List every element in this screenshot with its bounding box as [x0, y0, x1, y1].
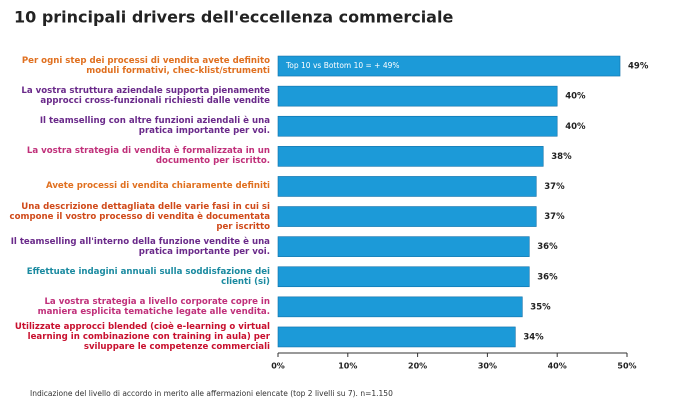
annotation: Top 10 vs Bottom 10 = + 49% — [285, 61, 400, 70]
value-label: 36% — [537, 242, 558, 252]
footnote: Indicazione del livello di accordo in me… — [30, 389, 393, 398]
category-label: Avete processi di vendita chiaramente de… — [45, 181, 270, 192]
x-tick-label: 10% — [338, 362, 357, 371]
value-label: 37% — [544, 182, 565, 192]
value-label: 35% — [530, 302, 551, 312]
x-tick-label: 40% — [548, 362, 567, 371]
bar — [277, 326, 516, 348]
x-tick-label: 20% — [408, 362, 427, 371]
category-label: Il teamselling all'interno della funzion… — [10, 236, 270, 257]
x-tick-label: 30% — [478, 362, 497, 371]
value-label: 37% — [544, 212, 565, 222]
bar — [277, 206, 537, 227]
x-tick-label: 50% — [617, 362, 636, 371]
value-label: 36% — [537, 272, 558, 282]
value-label: 40% — [565, 92, 586, 102]
bar — [277, 236, 530, 257]
bar — [277, 55, 621, 77]
bar — [277, 176, 537, 197]
category-label: Il teamselling con altre funzioni aziend… — [39, 116, 270, 137]
category-label: Una descrizione dettagliata delle varie … — [9, 201, 270, 232]
value-label: 38% — [551, 152, 572, 162]
bar — [277, 296, 523, 318]
value-label: 40% — [565, 122, 586, 132]
bar — [277, 266, 530, 288]
chart-title: 10 principali drivers dell'eccellenza co… — [14, 8, 453, 27]
value-label: 49% — [628, 62, 649, 72]
category-label: Utilizzate approcci blended (cioè e-lear… — [14, 321, 270, 352]
x-tick-label: 0% — [271, 362, 285, 371]
bar — [277, 115, 558, 137]
category-label: La vostra strategia di vendita è formali… — [26, 146, 270, 167]
category-label: La vostra struttura aziendale supporta p… — [21, 86, 270, 107]
category-label: Per ogni step dei processi di vendita av… — [21, 56, 270, 77]
bar — [277, 146, 544, 167]
category-label: La vostra strategia a livello corporate … — [37, 296, 270, 317]
value-label: 34% — [523, 332, 544, 342]
bar — [277, 85, 558, 107]
category-label: Effettuate indagini annuali sulla soddis… — [26, 266, 270, 287]
